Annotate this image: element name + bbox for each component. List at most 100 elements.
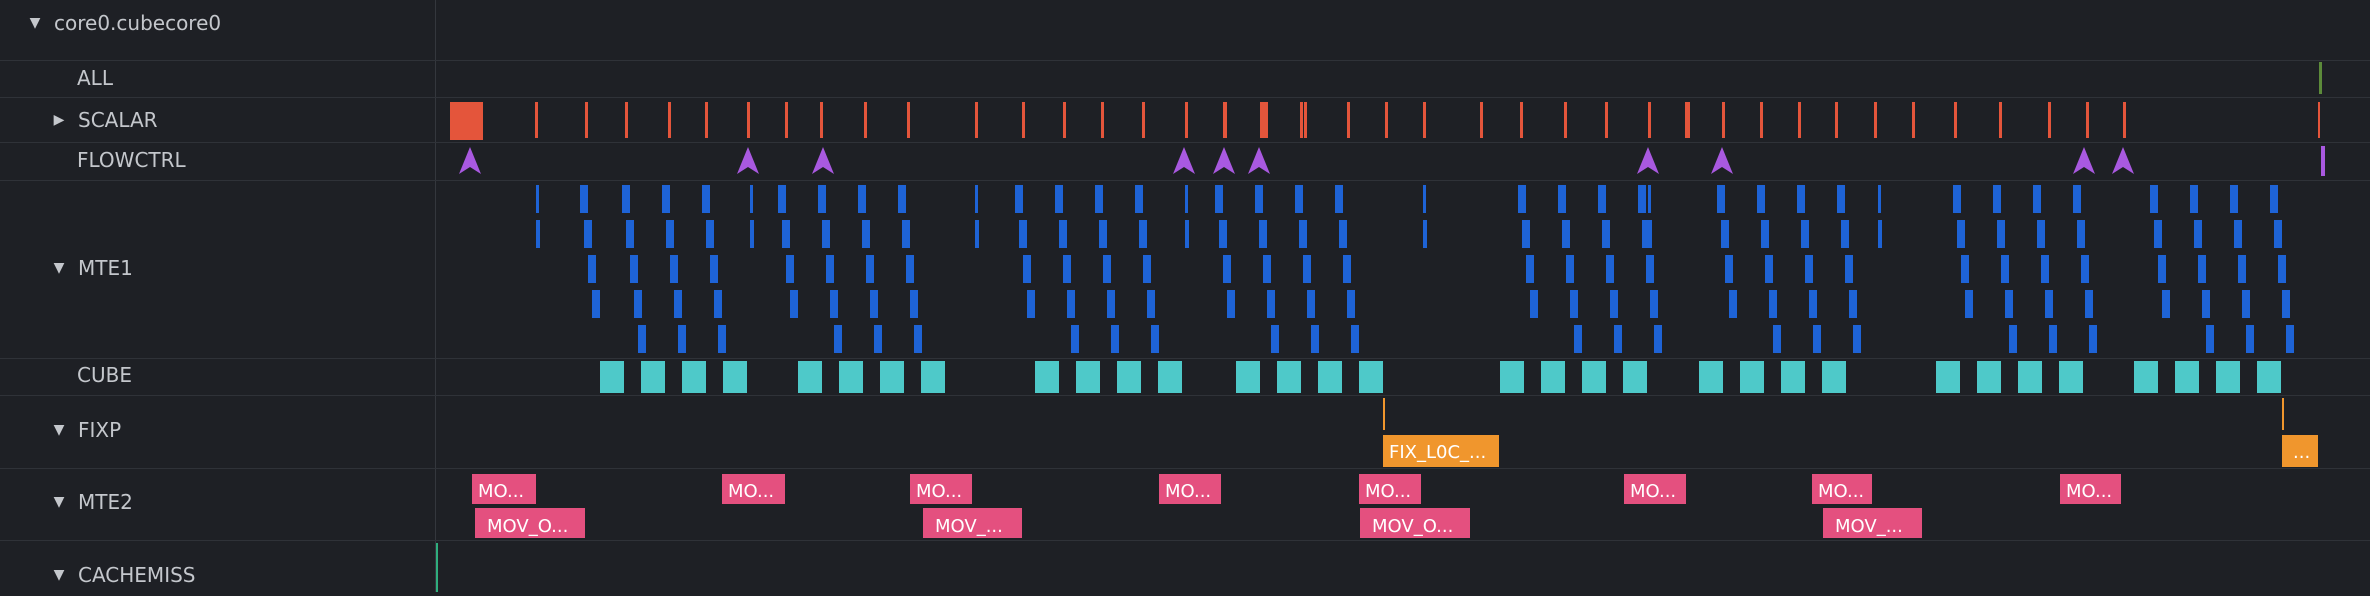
cube-slice[interactable] [1977, 361, 2001, 393]
mte1-slice[interactable] [2085, 290, 2093, 318]
flowctrl-arrow-icon[interactable] [1213, 147, 1235, 174]
mte1-slice[interactable] [2278, 255, 2286, 283]
mte1-slice[interactable] [1185, 220, 1189, 248]
mte1-slice[interactable] [1023, 255, 1031, 283]
flowctrl-arrow-icon[interactable] [1173, 147, 1195, 174]
mte1-slice[interactable] [1841, 220, 1849, 248]
scalar-event[interactable] [1722, 102, 1725, 138]
mte1-slice[interactable] [1638, 185, 1646, 213]
mte1-slice[interactable] [1953, 185, 1961, 213]
mte2-slice[interactable] [2060, 474, 2121, 504]
flowctrl-arrow-icon[interactable] [2112, 147, 2134, 174]
cube-slice[interactable] [1359, 361, 1383, 393]
cube-slice[interactable] [1822, 361, 1846, 393]
cube-slice[interactable] [2134, 361, 2158, 393]
scalar-event[interactable] [1685, 102, 1688, 138]
mte1-slice[interactable] [2077, 220, 2085, 248]
mte1-slice[interactable] [2089, 325, 2097, 353]
mte1-slice[interactable] [2286, 325, 2294, 353]
cube-slice[interactable] [1500, 361, 1524, 393]
mte1-slice[interactable] [790, 290, 798, 318]
mte1-slice[interactable] [2001, 255, 2009, 283]
cube-slice[interactable] [2257, 361, 2281, 393]
mte1-slice[interactable] [1351, 325, 1359, 353]
mte1-slice[interactable] [1263, 255, 1271, 283]
scalar-event[interactable] [1300, 102, 1303, 138]
mte1-slice[interactable] [750, 220, 754, 248]
scalar-event[interactable] [2048, 102, 2051, 138]
mte1-slice[interactable] [2037, 220, 2045, 248]
mte1-slice[interactable] [1650, 290, 1658, 318]
cube-slice[interactable] [1781, 361, 1805, 393]
mte2-slice[interactable] [910, 474, 972, 504]
track-label-mte2[interactable]: ▼ MTE2 [0, 484, 435, 520]
mte2-slice[interactable] [1812, 474, 1872, 504]
mte1-slice[interactable] [1059, 220, 1067, 248]
mte1-slice[interactable] [1522, 220, 1530, 248]
mte1-slice[interactable] [1769, 290, 1777, 318]
track-label-cachemiss[interactable]: ▼ CACHEMISS [0, 557, 435, 593]
mte1-slice[interactable] [662, 185, 670, 213]
mte2-slice[interactable] [1823, 508, 1922, 538]
mte1-slice[interactable] [1215, 185, 1223, 213]
mte1-slice[interactable] [834, 325, 842, 353]
scalar-event[interactable] [1063, 102, 1066, 138]
mte1-slice[interactable] [1997, 220, 2005, 248]
mte1-slice[interactable] [1598, 185, 1606, 213]
scalar-event[interactable] [1648, 102, 1651, 138]
mte1-slice[interactable] [706, 220, 714, 248]
cube-slice[interactable] [1236, 361, 1260, 393]
mte1-slice[interactable] [2049, 325, 2057, 353]
cube-slice[interactable] [2216, 361, 2240, 393]
mte1-slice[interactable] [2270, 185, 2278, 213]
mte1-slice[interactable] [1566, 255, 1574, 283]
mte1-slice[interactable] [2202, 290, 2210, 318]
chevron-down-icon[interactable]: ▼ [53, 567, 65, 583]
mte1-slice[interactable] [1878, 220, 1882, 248]
scalar-event[interactable] [705, 102, 708, 138]
mte1-slice[interactable] [2234, 220, 2242, 248]
mte1-slice[interactable] [1135, 185, 1143, 213]
mte1-slice[interactable] [1642, 220, 1650, 248]
flowctrl-arrow-icon[interactable] [737, 147, 759, 174]
cube-slice[interactable] [1035, 361, 1059, 393]
mte1-slice[interactable] [1311, 325, 1319, 353]
mte1-slice[interactable] [1725, 255, 1733, 283]
scalar-event[interactable] [1022, 102, 1025, 138]
mte1-slice[interactable] [1055, 185, 1063, 213]
mte1-slice[interactable] [1063, 255, 1071, 283]
mte1-slice[interactable] [830, 290, 838, 318]
mte2-slice[interactable] [472, 474, 536, 504]
scalar-event[interactable] [747, 102, 750, 138]
mte1-slice[interactable] [2246, 325, 2254, 353]
track-label-mte1[interactable]: ▼ MTE1 [0, 250, 435, 286]
mte1-slice[interactable] [1347, 290, 1355, 318]
mte1-slice[interactable] [1837, 185, 1845, 213]
scalar-event[interactable] [1224, 102, 1227, 138]
mte1-slice[interactable] [1303, 255, 1311, 283]
scalar-event[interactable] [1304, 102, 1307, 138]
mte1-slice[interactable] [1227, 290, 1235, 318]
cube-slice[interactable] [641, 361, 665, 393]
mte1-slice[interactable] [1574, 325, 1582, 353]
mte1-slice[interactable] [1339, 220, 1347, 248]
scalar-event[interactable] [1347, 102, 1350, 138]
mte1-slice[interactable] [626, 220, 634, 248]
cube-slice[interactable] [921, 361, 945, 393]
mte1-slice[interactable] [1223, 255, 1231, 283]
mte1-slice[interactable] [1717, 185, 1725, 213]
mte1-slice[interactable] [1809, 290, 1817, 318]
flowctrl-arrow-icon[interactable] [1248, 147, 1270, 174]
scalar-event[interactable] [1874, 102, 1877, 138]
mte1-slice[interactable] [2073, 185, 2081, 213]
mte1-slice[interactable] [1845, 255, 1853, 283]
mte2-slice[interactable] [1359, 474, 1421, 504]
mte1-slice[interactable] [718, 325, 726, 353]
mte1-slice[interactable] [666, 220, 674, 248]
mte1-slice[interactable] [874, 325, 882, 353]
mte1-slice[interactable] [1151, 325, 1159, 353]
chevron-down-icon[interactable]: ▼ [53, 260, 65, 276]
mte1-slice[interactable] [914, 325, 922, 353]
mte1-slice[interactable] [1067, 290, 1075, 318]
mte1-slice[interactable] [1761, 220, 1769, 248]
